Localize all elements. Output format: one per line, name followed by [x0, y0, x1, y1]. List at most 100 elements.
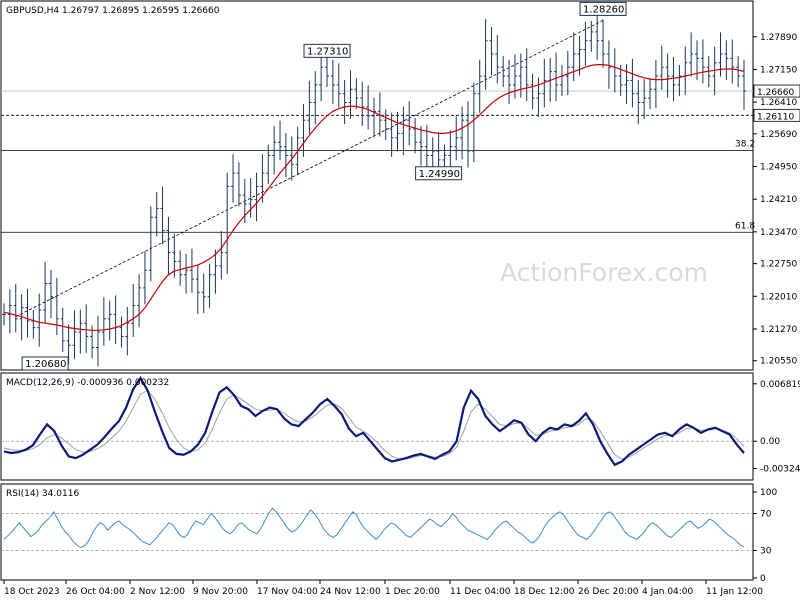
price-panel — [0, 0, 754, 371]
price-bar — [231, 154, 236, 203]
price-bar — [95, 315, 100, 367]
price-bar — [618, 65, 623, 96]
price-bar — [677, 65, 682, 96]
price-bar — [665, 53, 670, 98]
price-bar — [107, 300, 112, 341]
price-bar — [195, 265, 200, 314]
annotation-label: 1.28260 — [583, 4, 624, 15]
price-bar — [465, 101, 470, 168]
price-bar — [7, 289, 12, 334]
price-bar — [266, 144, 271, 185]
price-bar — [407, 101, 412, 146]
price-bar — [366, 85, 371, 130]
price-bar — [489, 27, 494, 76]
price-bar — [2, 303, 6, 326]
price-bar — [166, 216, 171, 275]
price-bar — [530, 73, 535, 110]
price-bar — [154, 192, 159, 237]
support-level-label: 1.26110 — [757, 112, 794, 122]
price-bar — [536, 77, 541, 118]
price-bar — [148, 206, 153, 282]
price-bar — [201, 273, 206, 314]
annotation-label: 1.27310 — [307, 46, 348, 57]
price-tick-label: 1.23470 — [760, 228, 797, 238]
x-tick-label: 2 Nov 12:00 — [130, 587, 185, 597]
price-bar — [248, 177, 253, 218]
price-bar — [213, 249, 218, 294]
price-bar — [460, 106, 465, 160]
price-bar — [401, 106, 406, 156]
price-bar — [730, 39, 735, 84]
macd-line — [3, 376, 745, 467]
price-tick-label: 1.27890 — [760, 33, 797, 43]
price-bar — [454, 116, 459, 161]
macd-tick-label: 0.006819 — [760, 380, 800, 390]
price-tick-label: 1.22010 — [760, 292, 797, 302]
rsi-line — [3, 507, 745, 549]
price-bar — [742, 59, 746, 111]
price-bar — [372, 97, 376, 138]
price-bar — [272, 125, 277, 175]
x-tick-label: 1 Dec 20:00 — [385, 587, 440, 597]
price-bar — [642, 79, 647, 119]
price-bar — [495, 34, 500, 84]
current-price-box — [753, 84, 800, 98]
annotation-box — [21, 356, 69, 371]
x-tick-label: 24 Nov 12:00 — [320, 587, 381, 597]
price-bar — [342, 80, 347, 125]
price-bar — [507, 59, 512, 104]
price-bar — [260, 154, 265, 203]
price-bar — [283, 132, 288, 178]
rsi-panel-title: RSI(14) 34.0116 — [6, 489, 79, 499]
price-bar — [43, 261, 48, 324]
price-bar — [653, 59, 658, 109]
fib-label-61.8: 61.8 — [735, 221, 755, 231]
price-bar — [101, 297, 106, 346]
price-bar — [589, 20, 594, 52]
fib-label-38.2: 38.2 — [735, 140, 755, 150]
price-tick-label: 1.24210 — [760, 195, 797, 205]
price-bar — [13, 283, 18, 333]
annotation-box — [415, 166, 463, 181]
price-bar — [724, 40, 729, 81]
price-bar — [225, 172, 230, 275]
price-bar — [471, 82, 476, 163]
price-bar — [689, 32, 694, 77]
price-bar — [142, 251, 147, 305]
x-tick-label: 4 Jan 04:00 — [642, 587, 694, 597]
price-bar — [360, 81, 365, 126]
price-bar — [307, 80, 312, 134]
x-tick-label: 11 Jan 12:00 — [706, 587, 763, 597]
price-bar — [483, 19, 488, 90]
price-tick-label: 1.26410 — [760, 98, 797, 108]
x-tick-label: 18 Oct 2023 — [4, 587, 60, 597]
price-bar — [25, 288, 30, 338]
price-bar — [84, 304, 89, 353]
price-bar — [606, 40, 611, 89]
price-bar — [330, 59, 335, 104]
price-bar — [119, 316, 124, 348]
rsi-panel — [0, 483, 754, 581]
rsi-tick-label: 0 — [760, 574, 766, 584]
x-tick-label: 17 Nov 04:00 — [257, 587, 318, 597]
price-bar — [178, 250, 183, 286]
price-tick-label: 1.27150 — [760, 65, 797, 75]
x-tick-label: 11 Dec 04:00 — [450, 587, 511, 597]
rsi-tick-label: 30 — [760, 546, 772, 556]
price-bar — [583, 21, 588, 66]
price-bar — [418, 125, 423, 166]
price-bar — [636, 80, 641, 125]
price-bar — [160, 186, 165, 245]
x-tick-label: 9 Nov 20:00 — [193, 587, 248, 597]
annotation-box — [303, 43, 351, 58]
price-bar — [595, 15, 600, 60]
price-bar — [630, 58, 635, 108]
macd-tick-label: 0.00 — [760, 437, 780, 447]
x-tick-label: 26 Dec 20:00 — [578, 587, 639, 597]
price-bar — [659, 45, 664, 90]
rsi-tick-label: 70 — [760, 510, 772, 520]
price-bar — [671, 57, 676, 102]
price-bar — [554, 52, 559, 102]
